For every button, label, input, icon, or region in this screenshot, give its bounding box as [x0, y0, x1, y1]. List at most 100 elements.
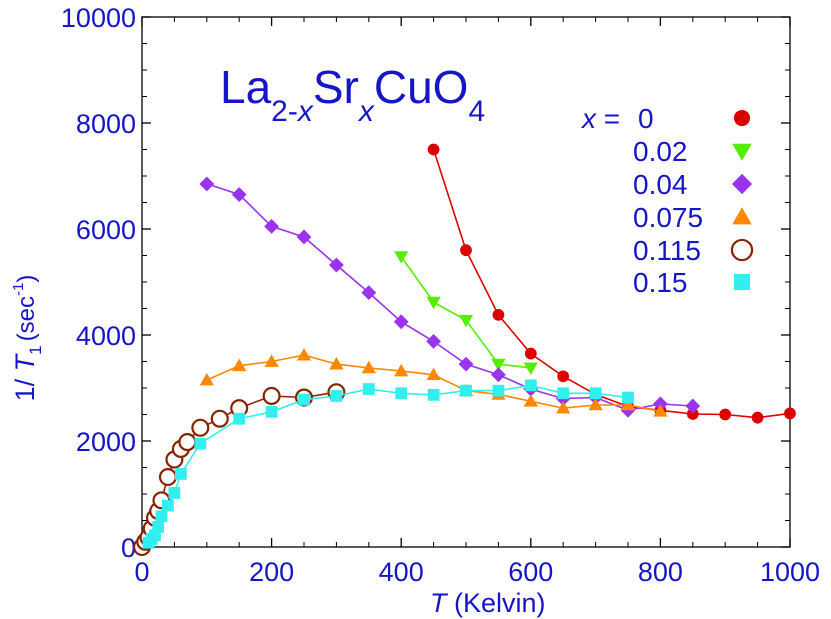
x-tick-label: 600	[508, 557, 553, 587]
data-point	[168, 487, 181, 499]
data-point	[265, 405, 278, 418]
data-point	[685, 398, 701, 414]
series-line	[147, 384, 629, 544]
y-tick-label: 0	[121, 533, 136, 563]
y-axis-title-sup: -1	[10, 283, 27, 296]
data-point	[232, 358, 247, 372]
legend-marker	[733, 273, 751, 291]
y-tick-label: 2000	[76, 427, 136, 457]
data-point	[458, 356, 474, 372]
data-point	[784, 407, 796, 420]
x-axis-title: T (Kelvin)	[430, 588, 546, 618]
legend-item: 0.075	[633, 202, 752, 233]
legend-label: 0	[638, 103, 654, 134]
data-point	[652, 396, 668, 412]
y-tick-label: 10000	[61, 3, 136, 33]
y-axis-title: 1/ T1 (sec-1)	[10, 275, 45, 402]
legend-prefix: x =	[580, 103, 620, 134]
data-point	[191, 418, 210, 437]
data-point	[460, 384, 472, 397]
data-point	[523, 394, 538, 407]
data-point	[490, 367, 506, 383]
data-point	[620, 397, 636, 411]
data-point	[395, 387, 408, 400]
data-point	[557, 370, 570, 383]
legend-item: 0.115	[633, 235, 754, 266]
data-point	[458, 314, 474, 328]
data-point	[491, 358, 506, 372]
y-axis-title-unit: (sec	[13, 296, 40, 341]
y-axis-title-sub: 1	[26, 345, 45, 354]
data-point	[296, 348, 312, 361]
x-axis-title-t: T	[430, 588, 449, 618]
data-point	[298, 393, 310, 406]
data-point	[330, 390, 343, 402]
x-axis-title-unit: (Kelvin)	[447, 588, 546, 618]
series-line	[400, 256, 531, 369]
y-axis-title-t: T	[10, 352, 40, 371]
data-point	[492, 384, 505, 397]
legend-label: 0.04	[633, 169, 688, 200]
data-point	[427, 143, 440, 156]
series-layer	[132, 143, 796, 557]
data-point	[460, 244, 472, 257]
series-line	[206, 183, 693, 412]
legend-label: 0.15	[633, 267, 688, 298]
legend-marker	[732, 143, 752, 161]
series-0.04	[199, 176, 701, 418]
chart-title: La2-xSrxCuO4	[220, 61, 485, 128]
data-point	[152, 520, 165, 533]
data-point	[622, 391, 634, 404]
series-0.15	[142, 379, 634, 549]
legend-marker	[730, 238, 754, 262]
y-axis-title-prefix: 1/	[10, 371, 40, 401]
data-point	[262, 386, 281, 405]
legend-prefix-eq: =	[596, 103, 620, 134]
x-tick-label: 1000	[760, 557, 820, 587]
x-tick-label: 200	[249, 557, 294, 587]
x-tick-label: 800	[638, 557, 683, 587]
legend-item: 0.15	[633, 267, 751, 298]
data-point	[158, 468, 177, 487]
y-tick-label: 6000	[76, 215, 136, 245]
data-point	[210, 409, 229, 428]
data-point	[361, 285, 377, 301]
data-point	[362, 383, 375, 395]
data-point	[524, 379, 537, 392]
legend-label: 0.075	[633, 202, 703, 233]
data-point	[751, 411, 764, 424]
data-point	[155, 510, 168, 523]
title-la-sub-x: x	[296, 95, 314, 128]
data-point	[426, 296, 441, 310]
data-point	[588, 397, 603, 411]
data-point	[162, 499, 174, 512]
title-sr: Sr	[313, 61, 359, 113]
data-point	[426, 367, 441, 381]
data-point	[178, 433, 197, 452]
data-point	[194, 437, 207, 450]
data-point	[394, 251, 409, 264]
data-point	[427, 389, 440, 401]
data-point	[199, 176, 215, 192]
data-point	[231, 187, 247, 202]
legend-item: 0.02	[633, 136, 752, 167]
legend-prefix-x: x	[580, 103, 597, 134]
series-0.075	[199, 348, 668, 417]
data-point	[199, 372, 214, 386]
legend-item: 0	[638, 103, 751, 134]
x-tick-label: 0	[134, 557, 149, 587]
data-point	[361, 360, 376, 374]
title-sr-sub: x	[357, 95, 375, 128]
y-tick-label: 8000	[76, 109, 136, 139]
data-point	[686, 408, 699, 420]
x-tick-label: 400	[379, 557, 424, 587]
data-point	[589, 387, 602, 400]
legend-marker	[731, 173, 753, 195]
legend-item: 0.04	[633, 169, 753, 200]
title-la-sub: 2-	[271, 95, 298, 128]
data-point	[426, 333, 442, 349]
